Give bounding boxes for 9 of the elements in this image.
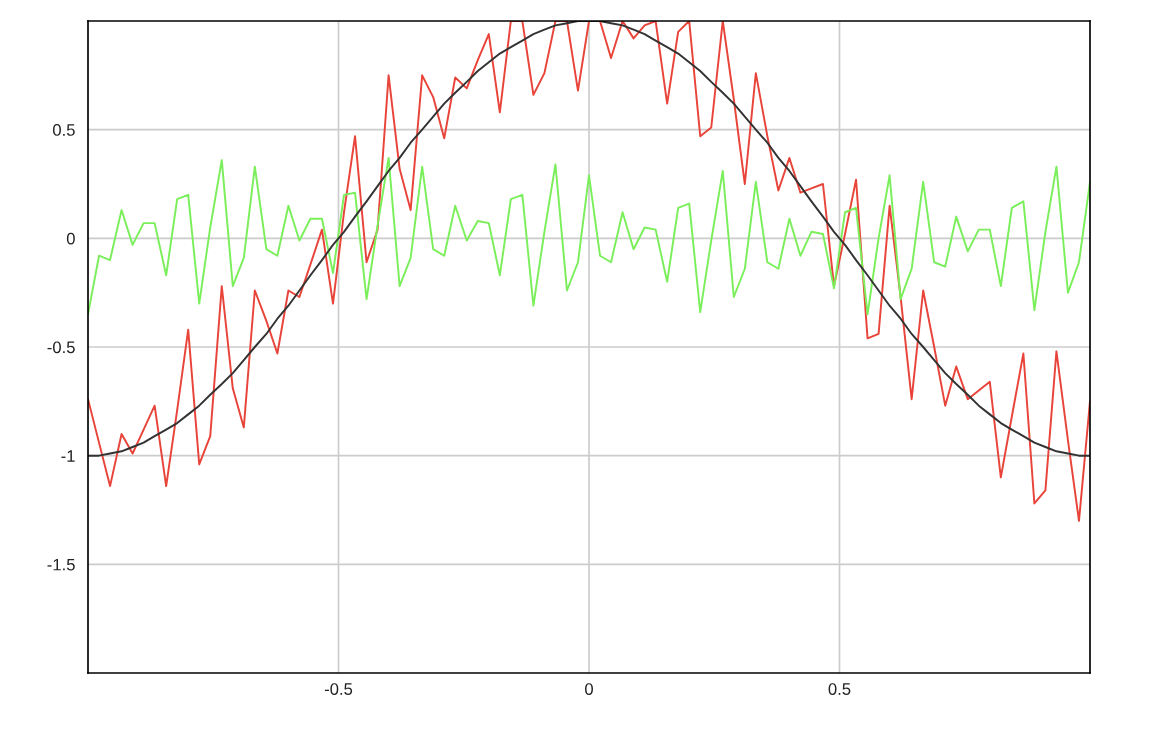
x-tick-label: 0 (585, 683, 593, 695)
line-series (88, 156, 1090, 316)
y-tick-label: -0.5 (47, 341, 75, 354)
x-tick-label: -0.5 (324, 683, 353, 695)
y-tick-label: -1.5 (47, 558, 75, 571)
y-tick-label: -1 (61, 450, 75, 462)
y-tick-label: 0 (66, 232, 75, 245)
x-tick-label: 0.5 (828, 683, 851, 695)
y-tick-label: 0.5 (52, 124, 75, 136)
